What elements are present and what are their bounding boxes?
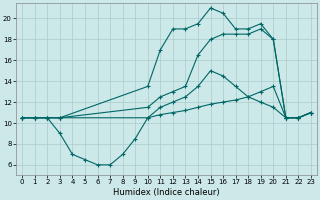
X-axis label: Humidex (Indice chaleur): Humidex (Indice chaleur)	[113, 188, 220, 197]
